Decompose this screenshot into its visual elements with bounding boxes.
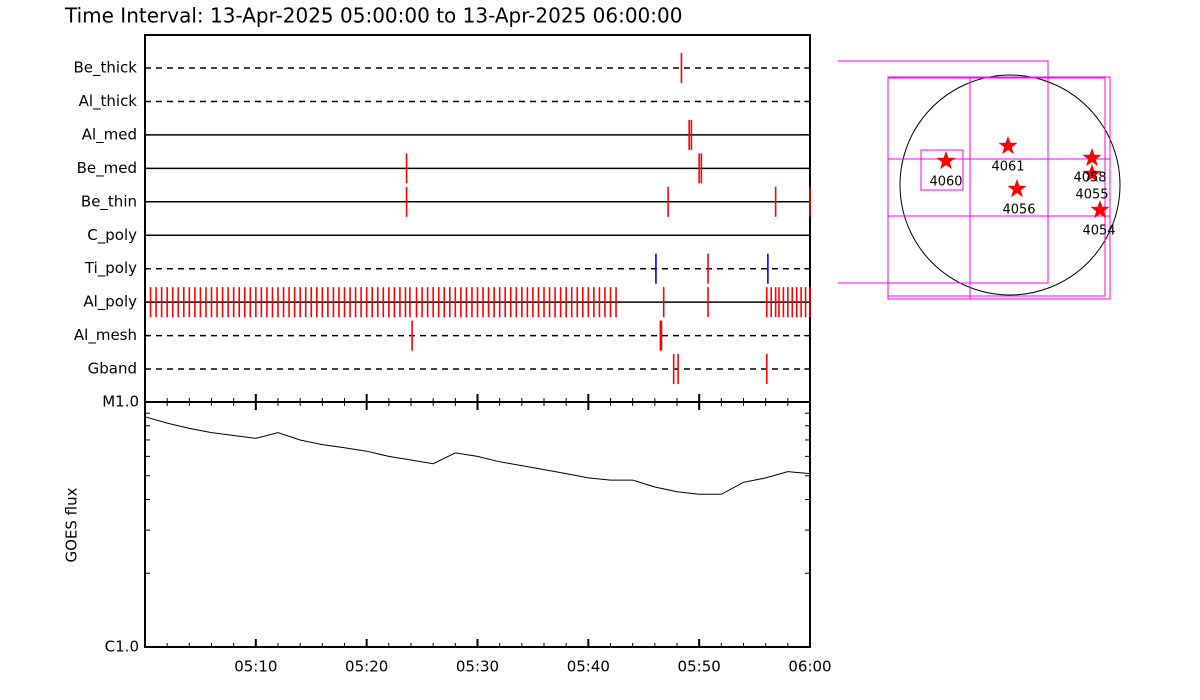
fov-box [920, 149, 964, 191]
star [1082, 148, 1102, 167]
region-label: 4055 [1075, 188, 1108, 203]
row-label: Be_med [77, 159, 137, 178]
star [1090, 200, 1110, 219]
title: Time Interval: 13-Apr-2025 05:00:00 to 1… [64, 4, 682, 28]
star [998, 136, 1018, 155]
fov-box [887, 77, 1106, 297]
y-tick-label: C1.0 [105, 638, 139, 656]
row-label: Al_thick [79, 92, 138, 111]
active-regions [936, 136, 1110, 219]
x-tick-label: 05:20 [345, 658, 388, 676]
goes-curve [144, 416, 811, 495]
row-label: Be_thin [81, 192, 137, 211]
row-label: Al_mesh [74, 326, 137, 345]
star [1082, 164, 1102, 183]
region-label: 4061 [991, 160, 1024, 175]
fov-box [838, 60, 1049, 284]
y-tick-label: M1.0 [102, 393, 139, 411]
row-label: Ti_poly [84, 259, 137, 278]
solar-disk [899, 74, 1121, 296]
region-label: 4058 [1073, 171, 1106, 186]
x-tick-label: 05:40 [567, 658, 610, 676]
x-tick-label: 06:00 [788, 658, 831, 676]
region-label: 4060 [929, 175, 962, 190]
row-label: Al_med [82, 125, 137, 144]
x-tick-label: 05:30 [456, 658, 499, 676]
x-tick-label: 05:10 [234, 658, 277, 676]
y-axis-label: GOES flux [63, 487, 81, 562]
x-tick-label: 05:50 [678, 658, 721, 676]
region-label: 4056 [1002, 203, 1035, 218]
star [1007, 179, 1027, 198]
row-label: C_poly [87, 226, 137, 245]
row-label: Be_thick [73, 59, 137, 78]
context-map [838, 60, 1121, 300]
row-label: Gband [88, 360, 137, 378]
star [936, 151, 956, 170]
row-label: Al_poly [83, 293, 137, 312]
region-label: 4054 [1082, 224, 1115, 239]
